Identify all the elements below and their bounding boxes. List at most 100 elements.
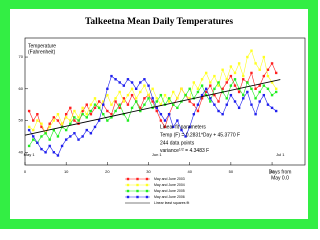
x-tick-label: 60 [270,169,275,174]
data-point [188,125,191,129]
data-point [270,62,274,65]
legend-marker [126,183,130,187]
data-point [159,103,163,106]
data-point [130,87,134,90]
data-point [48,125,51,129]
data-point [32,135,35,138]
data-point [172,90,175,94]
data-point [262,93,266,97]
data-point [254,97,257,100]
data-point [93,103,97,106]
data-point [139,109,142,113]
data-point [254,87,257,90]
data-point [56,119,60,122]
data-point [217,100,220,103]
data-point [163,119,167,122]
data-point [266,74,270,78]
data-point [32,128,35,132]
data-point [221,87,224,90]
data-point [114,97,117,100]
data-point [233,84,237,87]
data-point [139,81,142,84]
data-point [167,100,171,103]
data-point [143,84,146,87]
fit-text: Temp (F) = 0.2831*Day + 45.3770 F [160,132,240,138]
data-point [110,116,113,119]
data-point [176,119,179,122]
data-point [85,113,88,116]
data-point [147,93,150,97]
data-point [139,90,142,94]
data-point [250,103,253,106]
y-tick-label: 40 [19,149,24,154]
x-tick-label: 30 [146,169,151,174]
data-point [93,97,97,100]
data-point [122,113,126,116]
y-tick-label: 60 [19,86,24,91]
legend-label: May and June 2003 [154,177,185,181]
data-point [110,74,113,78]
data-point [262,55,266,59]
data-point [225,81,228,84]
data-point [254,113,257,116]
data-point [48,144,51,148]
data-point [126,78,130,81]
data-point [102,103,105,106]
y-axis-label: (Fahrenheit) [28,49,56,55]
data-point [176,97,179,100]
fit-text: variance [160,148,179,154]
series-line [24,79,281,136]
data-point [81,135,84,138]
data-point [258,68,261,71]
data-point [221,68,224,71]
data-point [52,119,56,122]
data-point [242,74,245,78]
legend-marker [136,183,139,187]
data-point [237,62,241,65]
data-point [130,106,134,110]
data-point [266,103,270,106]
data-point [262,84,266,87]
data-point [126,93,130,97]
data-point [73,119,76,122]
data-point [163,93,167,97]
data-point [36,141,39,144]
data-point [110,113,113,116]
data-point [233,100,237,103]
legend-marker [126,177,130,181]
data-point [89,103,93,106]
fit-text: variance1/2 = 4.3483 F [160,147,209,154]
data-point [126,103,130,106]
data-point [134,87,138,90]
data-point [56,135,60,138]
data-point [93,106,97,110]
data-point [69,119,72,122]
data-point [270,106,274,110]
date-annotation: Jun 1 [152,152,163,157]
data-point [118,106,121,110]
data-point [159,93,163,97]
data-point [188,97,191,100]
data-point [155,109,158,113]
data-point [89,132,93,135]
data-point [81,109,84,113]
data-point [242,97,245,100]
data-point [270,93,274,97]
data-point [69,122,72,125]
data-point [192,81,196,84]
data-point [27,125,31,129]
fit-text: = 4.3483 F [184,148,209,154]
data-point [56,154,60,157]
legend-marker [126,195,130,199]
data-point [250,87,253,90]
data-point [32,138,35,141]
data-point [274,87,278,90]
data-point [192,113,196,116]
data-point [77,138,80,141]
data-point [196,103,200,106]
data-point [114,100,117,103]
data-point [52,151,56,154]
data-point [27,144,31,148]
data-point [246,81,249,84]
data-point [155,100,158,103]
